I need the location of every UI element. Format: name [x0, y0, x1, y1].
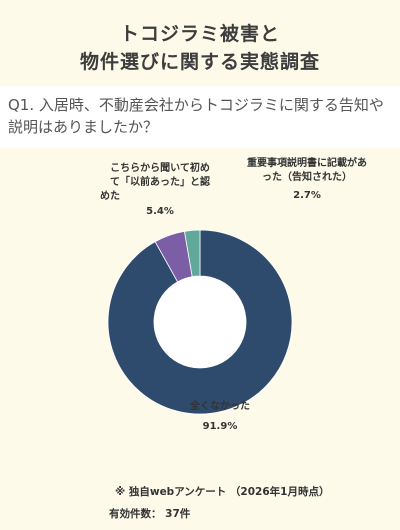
sample-count: 有効件数： 37件 — [109, 508, 191, 520]
slice-label-asked-first-line1: こちらから聞いて初め — [110, 163, 210, 174]
source-note: ※ 独自webアンケート （2026年1月時点） — [115, 486, 330, 498]
slice-value-none: 91.9% — [202, 421, 238, 432]
question-band: Q1. 入居時、不動産会社からトコジラミに関する告知や説明はありましたか？ — [0, 86, 400, 148]
slice-label-none: 全くなかった 91.9% — [165, 400, 275, 434]
slice-value-asked-first: 5.4% — [146, 206, 174, 217]
question-text: Q1. 入居時、不動産会社からトコジラミに関する告知や説明はありましたか？ — [8, 96, 384, 136]
slice-label-none-line1: 全くなかった — [190, 401, 250, 412]
slice-label-disclosed: 重要事項説明書に記載があ った（告知された） 2.7% — [232, 157, 382, 203]
slice-label-disclosed-line1: 重要事項説明書に記載があ — [247, 158, 367, 169]
slice-label-disclosed-line2: った（告知された） — [262, 172, 352, 183]
page-title: トコジラミ被害と 物件選びに関する実態調査 — [0, 20, 400, 76]
title-line-2: 物件選びに関する実態調査 — [79, 51, 320, 73]
title-line-1: トコジラミ被害と — [119, 23, 280, 45]
slice-label-asked-first-line3: めた — [100, 191, 120, 202]
slice-label-asked-first: こちらから聞いて初め て「以前あった」と認 めた 5.4% — [98, 162, 222, 219]
slice-value-disclosed: 2.7% — [293, 190, 321, 201]
donut-hole — [154, 276, 246, 368]
slice-label-asked-first-line2: て「以前あった」と認 — [110, 177, 210, 188]
